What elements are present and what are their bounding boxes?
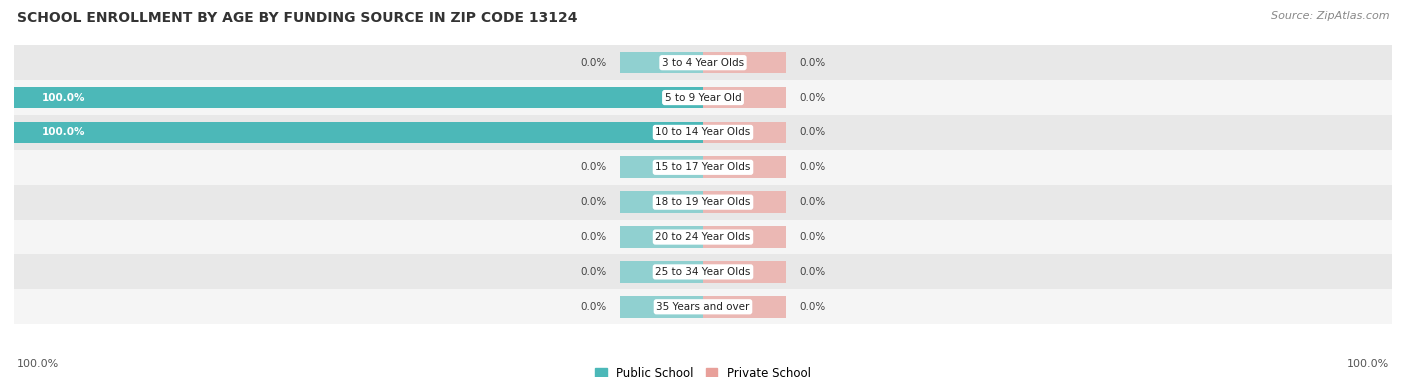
Bar <box>703 87 786 108</box>
Text: 100.0%: 100.0% <box>42 127 86 138</box>
Bar <box>703 296 786 317</box>
Bar <box>14 80 1392 115</box>
Bar <box>14 219 1392 254</box>
Text: 0.0%: 0.0% <box>581 232 606 242</box>
Text: 3 to 4 Year Olds: 3 to 4 Year Olds <box>662 58 744 68</box>
Bar <box>14 185 1392 219</box>
Text: 100.0%: 100.0% <box>42 92 86 103</box>
Text: 0.0%: 0.0% <box>581 302 606 312</box>
Text: 0.0%: 0.0% <box>581 162 606 172</box>
Text: 100.0%: 100.0% <box>17 359 59 369</box>
Text: 0.0%: 0.0% <box>800 267 825 277</box>
Text: 0.0%: 0.0% <box>800 197 825 207</box>
Text: 15 to 17 Year Olds: 15 to 17 Year Olds <box>655 162 751 172</box>
Text: 10 to 14 Year Olds: 10 to 14 Year Olds <box>655 127 751 138</box>
Text: SCHOOL ENROLLMENT BY AGE BY FUNDING SOURCE IN ZIP CODE 13124: SCHOOL ENROLLMENT BY AGE BY FUNDING SOUR… <box>17 11 578 25</box>
Bar <box>14 254 1392 290</box>
Text: 0.0%: 0.0% <box>800 232 825 242</box>
Bar <box>703 52 786 74</box>
Bar <box>703 122 786 143</box>
Text: 0.0%: 0.0% <box>800 58 825 68</box>
Text: 0.0%: 0.0% <box>581 267 606 277</box>
Legend: Public School, Private School: Public School, Private School <box>595 367 811 377</box>
Text: 0.0%: 0.0% <box>581 58 606 68</box>
Text: 25 to 34 Year Olds: 25 to 34 Year Olds <box>655 267 751 277</box>
Bar <box>703 261 786 283</box>
Bar <box>620 192 703 213</box>
Text: 35 Years and over: 35 Years and over <box>657 302 749 312</box>
Bar <box>14 290 1392 324</box>
Bar <box>14 115 1392 150</box>
Bar <box>14 45 1392 80</box>
Bar <box>703 156 786 178</box>
Bar <box>620 296 703 317</box>
Text: 18 to 19 Year Olds: 18 to 19 Year Olds <box>655 197 751 207</box>
Text: 0.0%: 0.0% <box>800 92 825 103</box>
Bar <box>14 87 703 108</box>
Text: 100.0%: 100.0% <box>1347 359 1389 369</box>
Text: 0.0%: 0.0% <box>581 197 606 207</box>
Bar <box>620 226 703 248</box>
Bar <box>620 52 703 74</box>
Bar <box>14 150 1392 185</box>
Bar <box>620 156 703 178</box>
Text: 20 to 24 Year Olds: 20 to 24 Year Olds <box>655 232 751 242</box>
Bar <box>620 261 703 283</box>
Text: 0.0%: 0.0% <box>800 162 825 172</box>
Bar <box>703 226 786 248</box>
Text: 0.0%: 0.0% <box>800 127 825 138</box>
Bar <box>703 192 786 213</box>
Text: 5 to 9 Year Old: 5 to 9 Year Old <box>665 92 741 103</box>
Bar <box>14 122 703 143</box>
Text: 0.0%: 0.0% <box>800 302 825 312</box>
Text: Source: ZipAtlas.com: Source: ZipAtlas.com <box>1271 11 1389 21</box>
